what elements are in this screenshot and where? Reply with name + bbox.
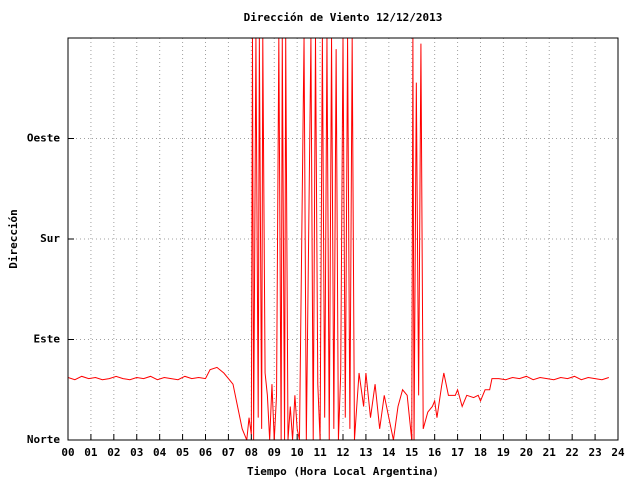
x-tick-label: 09 xyxy=(268,446,281,459)
x-tick-label: 00 xyxy=(61,446,74,459)
x-tick-label: 05 xyxy=(176,446,189,459)
y-tick-label: Oeste xyxy=(27,132,60,145)
y-axis-label: Dirección xyxy=(7,209,20,269)
x-tick-label: 20 xyxy=(520,446,533,459)
x-tick-label: 14 xyxy=(382,446,396,459)
x-tick-label: 24 xyxy=(611,446,625,459)
x-tick-label: 11 xyxy=(313,446,327,459)
y-tick-label: Norte xyxy=(27,433,60,446)
x-tick-label: 17 xyxy=(451,446,464,459)
x-tick-label: 22 xyxy=(566,446,579,459)
x-tick-label: 01 xyxy=(84,446,98,459)
x-tick-label: 04 xyxy=(153,446,167,459)
data-line xyxy=(68,38,609,440)
y-tick-label: Sur xyxy=(40,232,60,245)
x-tick-label: 13 xyxy=(359,446,372,459)
plot-area xyxy=(68,38,609,440)
x-tick-label: 07 xyxy=(222,446,235,459)
y-tick-label: Este xyxy=(34,333,61,346)
plot-border xyxy=(67,37,619,441)
x-tick-label: 02 xyxy=(107,446,120,459)
x-axis-label: Tiempo (Hora Local Argentina) xyxy=(247,465,439,478)
x-tick-label: 06 xyxy=(199,446,213,459)
x-tick-label: 08 xyxy=(245,446,258,459)
chart-title: Dirección de Viento 12/12/2013 xyxy=(244,11,443,24)
x-tick-label: 19 xyxy=(497,446,510,459)
x-tick-label: 15 xyxy=(405,446,418,459)
x-tick-label: 03 xyxy=(130,446,143,459)
x-tick-label: 12 xyxy=(336,446,349,459)
x-tick-label: 16 xyxy=(428,446,442,459)
x-tick-label: 21 xyxy=(543,446,557,459)
x-tick-label: 18 xyxy=(474,446,487,459)
grid xyxy=(67,38,619,441)
x-tick-label: 10 xyxy=(291,446,304,459)
x-tick-label: 23 xyxy=(588,446,601,459)
